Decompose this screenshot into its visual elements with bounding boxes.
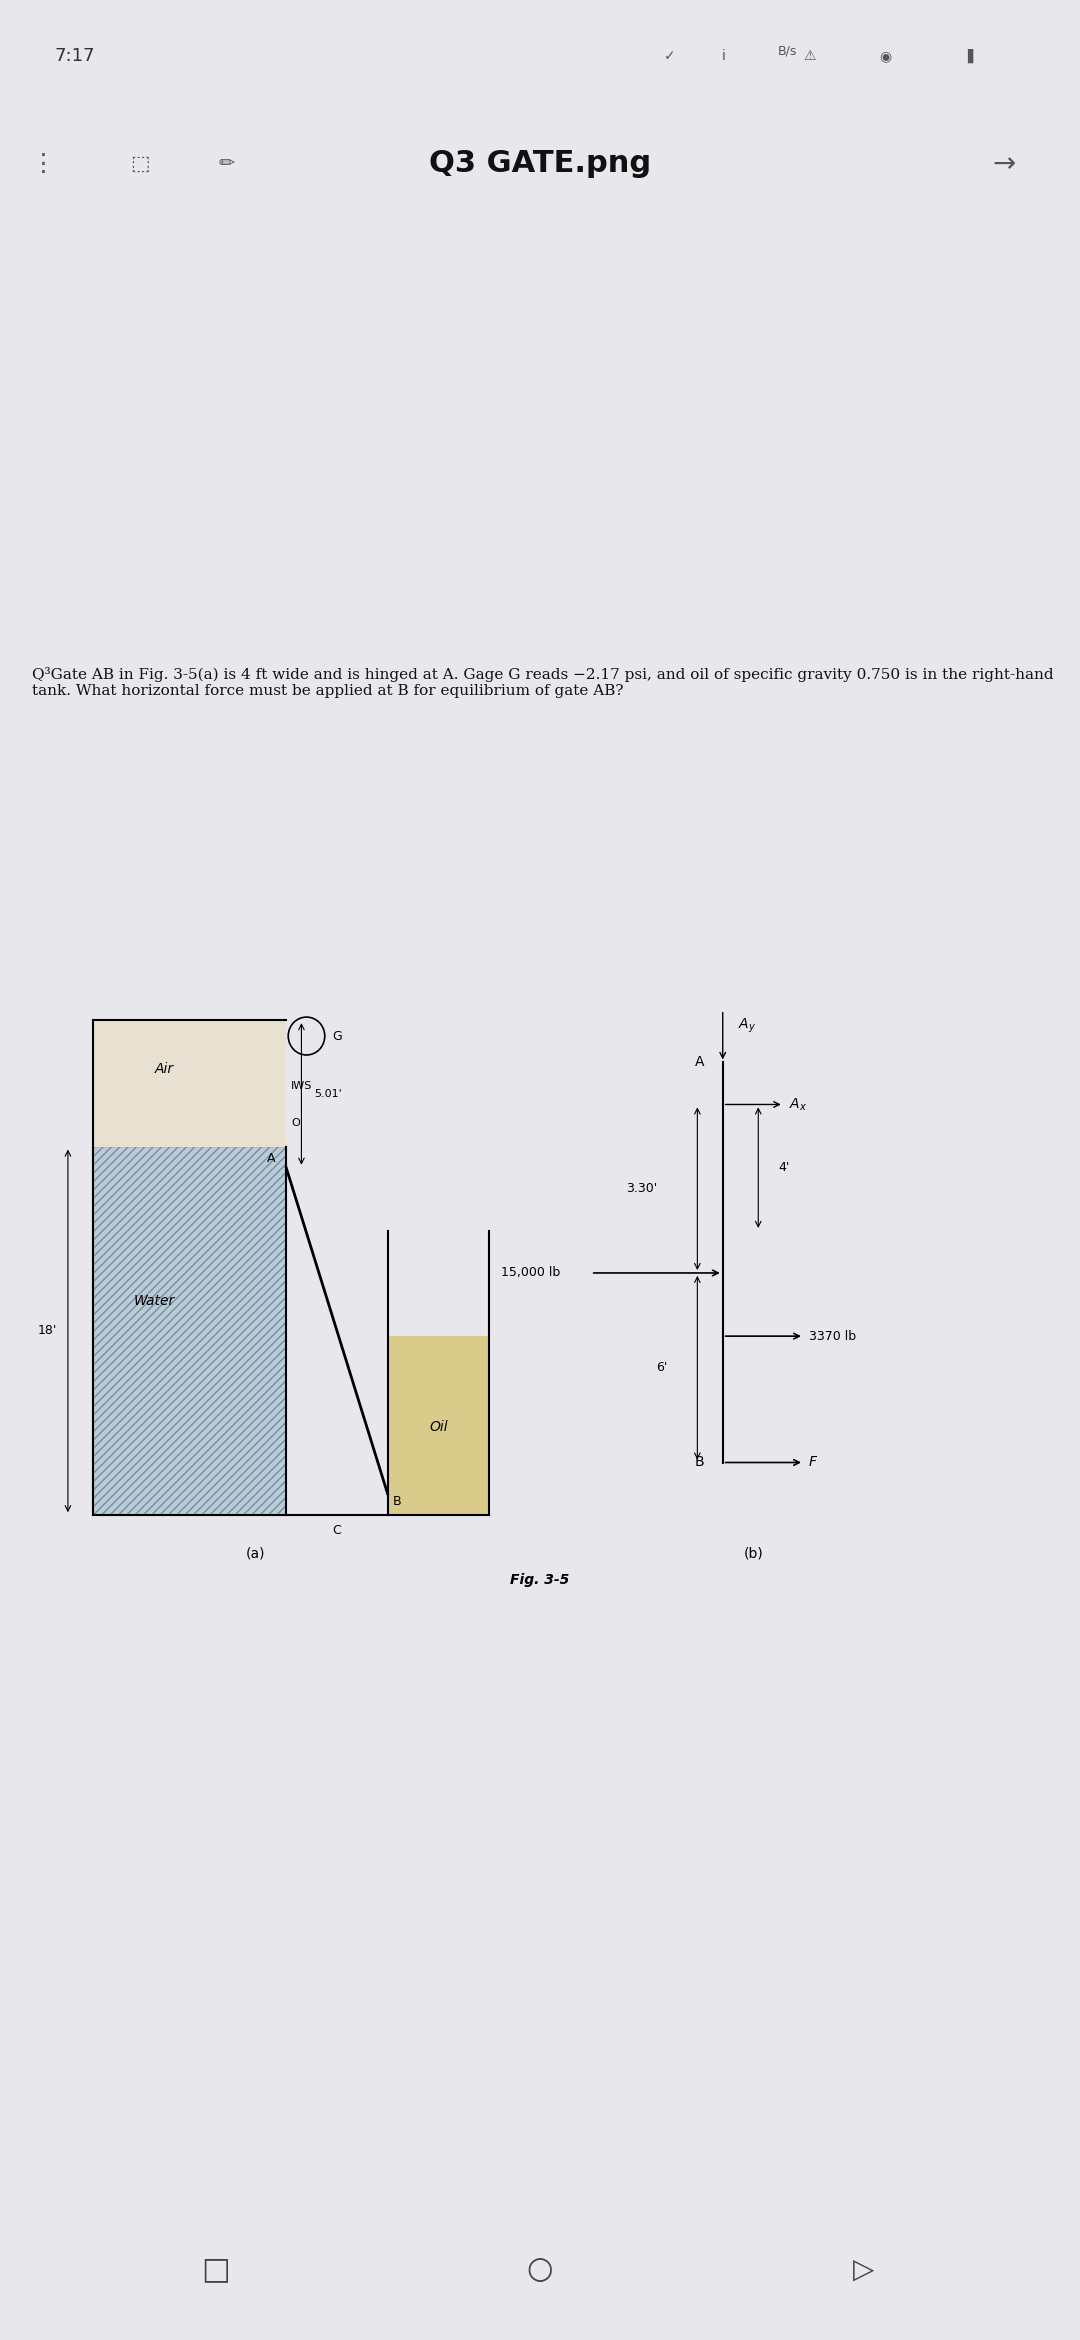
- Text: ⬚: ⬚: [131, 154, 150, 173]
- Text: F: F: [809, 1455, 818, 1470]
- Text: i: i: [721, 49, 726, 63]
- Text: 6': 6': [657, 1362, 667, 1374]
- Text: 5.01': 5.01': [314, 1088, 342, 1100]
- Polygon shape: [93, 1147, 286, 1516]
- Polygon shape: [388, 1336, 489, 1516]
- Text: ◉: ◉: [879, 49, 892, 63]
- Text: Water: Water: [134, 1294, 175, 1308]
- Text: 4': 4': [779, 1161, 789, 1175]
- Text: 3.30': 3.30': [626, 1182, 657, 1196]
- Text: Q³Gate AB in Fig. 3-5(a) is 4 ft wide and is hinged at A. Gage G reads −2.17 psi: Q³Gate AB in Fig. 3-5(a) is 4 ft wide an…: [32, 667, 1054, 697]
- Text: O: O: [292, 1119, 300, 1128]
- Text: B: B: [393, 1495, 402, 1507]
- Text: $A_y$: $A_y$: [738, 1016, 756, 1034]
- Text: $A_x$: $A_x$: [788, 1095, 807, 1114]
- Text: 3370 lb: 3370 lb: [809, 1329, 856, 1343]
- Text: IWS: IWS: [292, 1081, 312, 1090]
- Text: 15,000 lb: 15,000 lb: [501, 1266, 561, 1280]
- Text: G: G: [332, 1030, 341, 1044]
- Text: (b): (b): [743, 1547, 764, 1561]
- Text: 7:17: 7:17: [54, 47, 95, 66]
- Text: □: □: [202, 2256, 230, 2284]
- Polygon shape: [93, 1020, 286, 1147]
- Text: ⚠: ⚠: [804, 49, 816, 63]
- Text: C: C: [333, 1523, 341, 1537]
- Text: →: →: [993, 150, 1016, 178]
- Text: A: A: [694, 1055, 704, 1069]
- Text: ○: ○: [527, 2256, 553, 2284]
- Text: Fig. 3-5: Fig. 3-5: [511, 1572, 569, 1587]
- Text: ▷: ▷: [853, 2256, 875, 2284]
- Text: ✏: ✏: [218, 154, 235, 173]
- Text: 18': 18': [38, 1324, 57, 1338]
- Text: Air: Air: [154, 1062, 174, 1076]
- Text: B: B: [694, 1455, 704, 1470]
- Text: ▌: ▌: [967, 49, 977, 63]
- Text: (a): (a): [246, 1547, 266, 1561]
- Text: ⋮: ⋮: [30, 152, 56, 175]
- Text: Oil: Oil: [429, 1420, 448, 1434]
- Text: Q3 GATE.png: Q3 GATE.png: [429, 150, 651, 178]
- Text: ✓: ✓: [664, 49, 675, 63]
- Text: B/s: B/s: [778, 44, 797, 56]
- Text: A: A: [267, 1151, 275, 1165]
